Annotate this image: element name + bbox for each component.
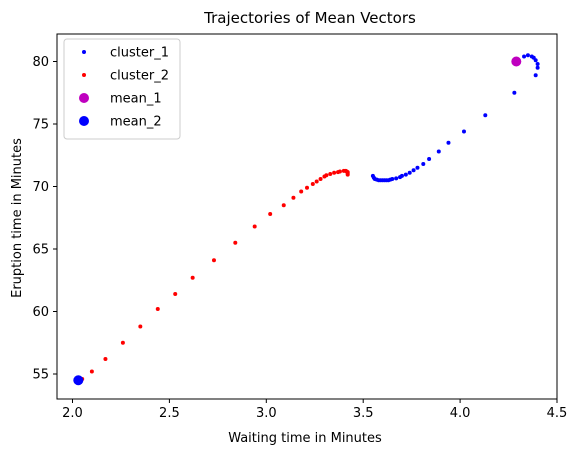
x-tick-label: 4.5 bbox=[547, 406, 568, 421]
legend: cluster_1 cluster_2 mean_1 mean_2 bbox=[63, 38, 181, 140]
y-tick-label: 70 bbox=[32, 180, 49, 195]
cluster_2-point bbox=[337, 169, 342, 174]
legend-label: mean_1 bbox=[110, 92, 162, 107]
y-tick-label: 55 bbox=[32, 368, 49, 383]
x-tick-label: 3.0 bbox=[256, 406, 277, 421]
cluster_1-point bbox=[403, 172, 408, 177]
cluster_2-point bbox=[120, 340, 125, 345]
y-axis-label: Eruption time in Minutes bbox=[10, 138, 25, 298]
cluster_1-point bbox=[415, 165, 420, 170]
cluster_2-point bbox=[299, 189, 304, 194]
cluster_2-point bbox=[89, 369, 94, 374]
legend-marker bbox=[79, 93, 89, 103]
cluster_1-point bbox=[483, 113, 488, 118]
cluster_2-point bbox=[332, 170, 337, 175]
legend-label: cluster_2 bbox=[110, 69, 169, 84]
cluster_1-point bbox=[525, 53, 530, 58]
data-points bbox=[73, 53, 540, 386]
cluster_2-point bbox=[324, 173, 329, 178]
cluster_2-point bbox=[328, 172, 333, 176]
y-tick-label: 75 bbox=[32, 118, 49, 133]
legend-marker bbox=[82, 73, 86, 77]
cluster_1-point bbox=[436, 149, 441, 154]
cluster_1-point bbox=[411, 168, 416, 173]
mean_1-point bbox=[511, 56, 522, 67]
cluster_2-point bbox=[211, 258, 216, 263]
cluster_2-point bbox=[314, 179, 319, 184]
cluster_2-point bbox=[252, 224, 257, 229]
x-tick-label: 2.0 bbox=[62, 406, 83, 421]
cluster_2-point bbox=[155, 307, 160, 311]
cluster_1-point bbox=[461, 129, 466, 134]
legend-label: cluster_1 bbox=[110, 46, 169, 61]
cluster_1-point bbox=[446, 140, 451, 145]
cluster_1-point bbox=[421, 162, 426, 166]
cluster_2-point bbox=[310, 182, 315, 186]
x-tick-label: 3.5 bbox=[353, 406, 374, 421]
cluster_1-point bbox=[512, 90, 517, 95]
cluster_2-point bbox=[268, 212, 273, 216]
mean_2-point bbox=[73, 375, 84, 386]
chart-title: Trajectories of Mean Vectors bbox=[203, 9, 416, 27]
cluster_2-point bbox=[345, 172, 350, 177]
y-tick-label: 80 bbox=[32, 55, 49, 70]
cluster_2-point bbox=[281, 203, 286, 208]
cluster_1-point bbox=[535, 65, 540, 70]
x-tick-label: 4.0 bbox=[450, 406, 471, 421]
cluster_2-point bbox=[318, 177, 323, 181]
y-tick-label: 65 bbox=[32, 243, 49, 258]
cluster_2-point bbox=[305, 185, 309, 190]
cluster_2-point bbox=[190, 275, 195, 280]
legend-box bbox=[63, 38, 181, 140]
cluster_1-point bbox=[533, 58, 538, 63]
x-axis-label: Waiting time in Minutes bbox=[228, 431, 382, 446]
y-tick-label: 60 bbox=[32, 305, 49, 320]
cluster_2-point bbox=[173, 292, 178, 296]
cluster_1-point bbox=[522, 54, 527, 59]
cluster_1-point bbox=[427, 157, 432, 161]
cluster_2-point bbox=[138, 324, 143, 329]
legend-marker bbox=[82, 50, 86, 54]
legend-label: mean_2 bbox=[110, 115, 162, 130]
axis-ticks: 2.0 2.5 3.0 3.5 4.0 4.5 55 60 65 70 75 80 bbox=[32, 55, 567, 421]
cluster_1-point bbox=[535, 62, 540, 66]
cluster_2-point bbox=[103, 357, 108, 361]
cluster_2-point bbox=[291, 195, 296, 200]
plot-frame bbox=[56, 33, 558, 400]
cluster_1-point bbox=[394, 176, 399, 181]
legend-marker bbox=[79, 116, 89, 126]
cluster_1-point bbox=[407, 170, 412, 175]
cluster_2-point bbox=[233, 240, 238, 245]
cluster_1-point bbox=[533, 73, 538, 78]
cluster_1-point bbox=[398, 175, 403, 180]
cluster_1-point bbox=[370, 173, 375, 178]
x-tick-label: 2.5 bbox=[159, 406, 180, 421]
